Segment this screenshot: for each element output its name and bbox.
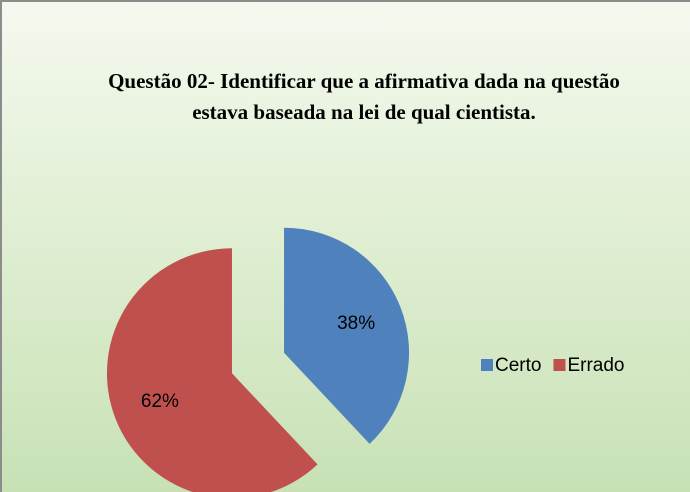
legend-label: Errado: [567, 355, 624, 376]
legend-swatch: [553, 359, 566, 371]
data-label: 62%: [141, 391, 179, 412]
legend-label: Certo: [495, 355, 541, 376]
pie-slice: [107, 248, 318, 492]
chart-title: Questão 02- Identificar que a afirmativa…: [108, 69, 620, 124]
data-label: 38%: [337, 313, 375, 334]
pie-slice: [284, 227, 410, 444]
legend-swatch: [481, 359, 493, 371]
